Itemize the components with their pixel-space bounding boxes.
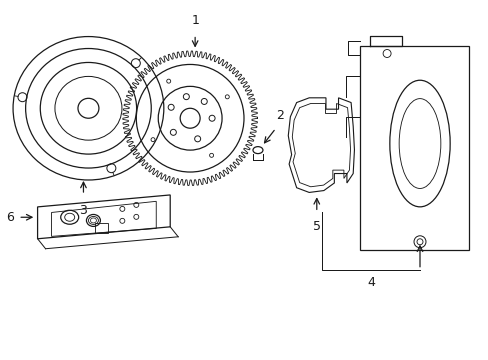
Text: 1: 1 (191, 14, 199, 27)
Text: 3: 3 (80, 204, 87, 217)
Text: 6: 6 (6, 211, 14, 224)
Text: 5: 5 (312, 220, 320, 233)
Text: 4: 4 (366, 276, 374, 289)
Text: 2: 2 (275, 109, 283, 122)
